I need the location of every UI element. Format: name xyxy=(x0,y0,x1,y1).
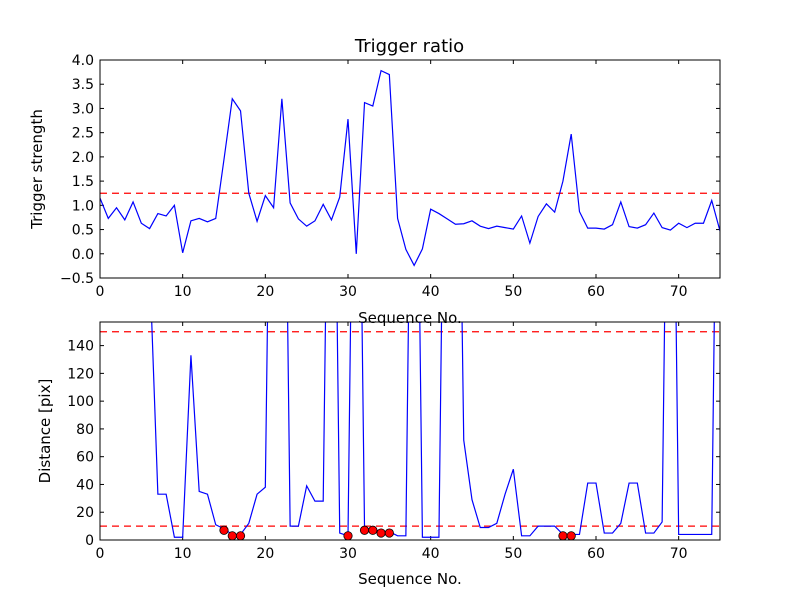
top-panel-series xyxy=(100,69,720,267)
top-panel-ticks: 0 10 20 30 40 50 60 70 −0.5 0.0 0.5 1.0 1.5 2.0 2.5 3.0… xyxy=(60,53,720,300)
top-series-line xyxy=(100,69,720,267)
bottom-y-tick-label: 100 xyxy=(67,394,94,410)
bottom-x-tick-label: 70 xyxy=(670,546,688,562)
bottom-y-tick-label: 140 xyxy=(67,339,94,355)
chart-title: Trigger ratio xyxy=(354,36,464,57)
bottom-y-tick-label: 80 xyxy=(76,422,94,438)
top-y-tick-label: 2.5 xyxy=(72,126,94,142)
bottom-marker-point xyxy=(343,531,353,541)
bottom-marker-point xyxy=(359,525,370,535)
top-panel-trigger-strength: 0 10 20 30 40 50 60 70 −0.5 0.0 0.5 1.0 1.5 2.0 2.5 3.0… xyxy=(28,53,721,327)
top-y-tick-label: 4.0 xyxy=(72,53,94,69)
top-y-tick-label: 1.0 xyxy=(72,198,94,214)
top-x-tick-label: 60 xyxy=(587,284,605,300)
top-x-tick-label: 70 xyxy=(670,284,688,300)
top-panel-x-axis-label: Sequence No. xyxy=(358,309,462,327)
bottom-panel-series xyxy=(151,322,715,538)
top-y-tick-label: −0.5 xyxy=(60,271,94,287)
top-y-tick-label: 3.0 xyxy=(72,101,94,117)
top-y-tick-label: 2.0 xyxy=(72,150,94,166)
bottom-panel-x-axis-label: Sequence No. xyxy=(358,570,462,588)
bottom-x-tick-label: 60 xyxy=(587,546,605,562)
bottom-marker-point xyxy=(368,525,378,535)
bottom-marker-point xyxy=(235,531,246,541)
bottom-y-tick-label: 20 xyxy=(76,505,94,521)
bottom-series-line xyxy=(151,322,715,538)
top-x-tick-label: 40 xyxy=(422,284,440,300)
bottom-panel-distance: 0 10 20 30 40 50 60 70 0 20 40 60 80 100 120 140 Sequen… xyxy=(36,321,721,588)
bottom-x-tick-label: 0 xyxy=(96,546,105,562)
bottom-y-tick-label: 0 xyxy=(85,533,94,549)
bottom-x-tick-label: 30 xyxy=(339,546,357,562)
bottom-marker-point xyxy=(219,525,229,535)
bottom-panel-markers xyxy=(219,525,576,541)
bottom-y-tick-label: 60 xyxy=(76,450,94,466)
bottom-marker-point xyxy=(227,531,237,541)
bottom-marker-point xyxy=(384,528,394,538)
bottom-y-tick-label: 40 xyxy=(76,477,94,493)
bottom-x-tick-label: 20 xyxy=(256,546,274,562)
top-panel-y-axis-label: Trigger strength xyxy=(28,109,46,230)
bottom-panel-ticks: 0 10 20 30 40 50 60 70 0 20 40 60 80 100 120 140 xyxy=(67,322,720,562)
top-y-tick-label: 0.0 xyxy=(72,247,94,263)
bottom-panel-threshold-lines xyxy=(100,331,720,527)
top-y-tick-label: 3.5 xyxy=(72,77,94,93)
top-panel-frame xyxy=(99,59,721,279)
bottom-y-tick-label: 120 xyxy=(67,366,94,382)
top-x-tick-label: 20 xyxy=(256,284,274,300)
top-x-tick-label: 10 xyxy=(174,284,192,300)
bottom-panel-frame xyxy=(99,321,721,541)
bottom-panel-y-axis-label: Distance [pix] xyxy=(36,379,54,484)
top-y-tick-label: 1.5 xyxy=(72,174,94,190)
bottom-x-tick-label: 50 xyxy=(504,546,522,562)
top-x-tick-label: 50 xyxy=(504,284,522,300)
bottom-marker-point xyxy=(376,528,386,538)
top-x-tick-label: 30 xyxy=(339,284,357,300)
top-y-tick-label: 0.5 xyxy=(72,223,94,239)
bottom-marker-point xyxy=(566,531,576,541)
top-x-tick-label: 0 xyxy=(96,284,105,300)
bottom-marker-point xyxy=(558,531,568,541)
bottom-x-tick-label: 40 xyxy=(422,546,440,562)
bottom-x-tick-label: 10 xyxy=(174,546,192,562)
